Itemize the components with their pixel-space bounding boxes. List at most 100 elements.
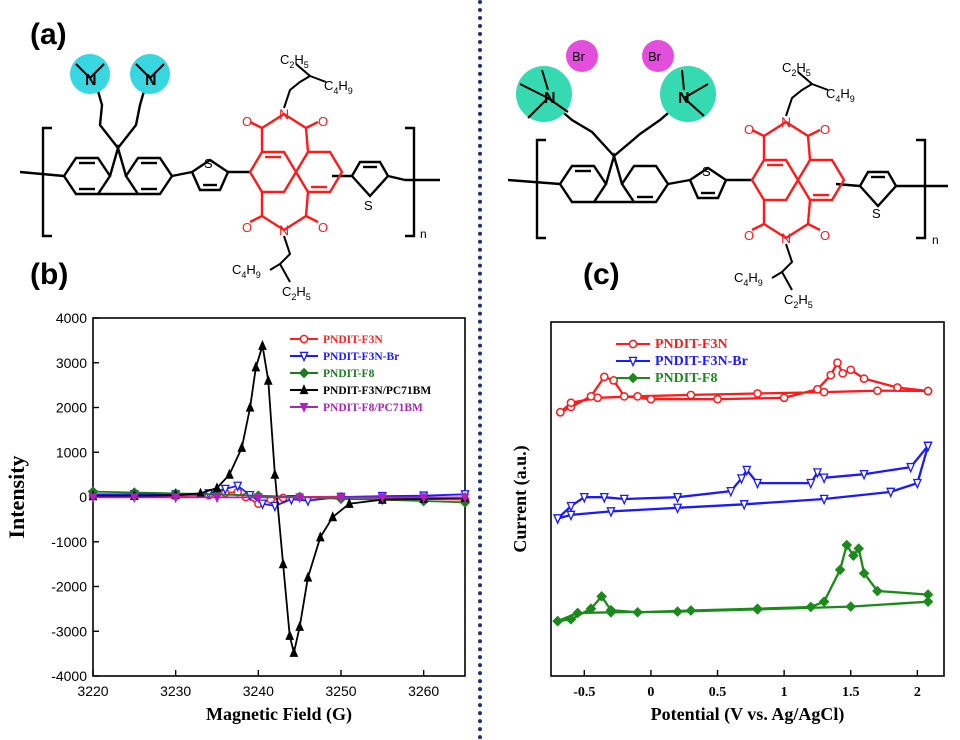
data-point <box>726 486 736 498</box>
data-point <box>579 492 589 504</box>
data-point <box>315 531 325 542</box>
y-axis-label: Intensity <box>4 455 29 538</box>
sub-bot-h-idx: 9 <box>758 278 763 288</box>
legend-label: PNDIT-F3N <box>655 337 728 352</box>
data-point <box>599 492 609 504</box>
sub-top2-h: H <box>338 78 347 93</box>
sub-top-c: C <box>782 60 791 75</box>
panel-label-a: (a) <box>30 18 67 51</box>
data-point <box>886 487 896 499</box>
svg-text:C4H9: C4H9 <box>826 86 855 104</box>
imide-n-top: N <box>279 106 289 122</box>
series-3 <box>88 339 470 657</box>
ndi-o: O <box>744 122 754 137</box>
data-point <box>237 441 247 452</box>
data-point <box>285 629 295 640</box>
x-tick-label: 3250 <box>325 683 356 699</box>
data-point <box>833 358 842 368</box>
data-point <box>739 500 749 511</box>
data-point <box>212 482 222 493</box>
sub-top-h: H <box>294 52 303 67</box>
sub-top2-h-idx: 9 <box>348 86 353 96</box>
legend-marker <box>299 334 309 344</box>
data-point <box>859 469 869 481</box>
sub-bot2-c-idx: 2 <box>793 300 798 310</box>
data-point <box>805 601 817 613</box>
data-point <box>263 374 273 385</box>
legend-label: PNDIT-F8 <box>323 368 375 380</box>
svg-text:C4H9: C4H9 <box>324 78 353 96</box>
legend-marker <box>628 339 638 349</box>
data-point <box>646 394 656 404</box>
data-point <box>819 473 829 484</box>
data-point <box>606 507 616 518</box>
sub-bot-c: C <box>232 262 241 277</box>
legend-label: PNDIT-F3N-Br <box>655 354 748 369</box>
data-point <box>834 564 846 576</box>
imide-n-bottom: N <box>279 222 289 238</box>
bromide-circle-left <box>566 40 598 72</box>
sub-top2-c-idx: 4 <box>333 86 338 96</box>
data-point <box>818 596 830 607</box>
legend-marker <box>628 356 638 368</box>
y-tick-label: -2000 <box>51 579 87 595</box>
data-point <box>845 601 857 612</box>
data-point <box>599 372 609 382</box>
ndi-o: O <box>820 228 830 243</box>
bracket-right <box>916 138 927 240</box>
sub-top-c: C <box>280 52 289 67</box>
panel-divider <box>478 0 482 740</box>
data-point <box>553 514 563 525</box>
data-point <box>270 501 280 513</box>
imide-n-bottom: N <box>781 230 791 246</box>
legend-label: PNDIT-F3N-Br <box>323 351 399 363</box>
y-tick-label: 4000 <box>56 310 87 326</box>
sub-top-h-idx: 5 <box>806 68 811 78</box>
sub-bot-h: H <box>748 270 757 285</box>
series-4 <box>88 493 470 504</box>
data-point <box>672 606 683 617</box>
data-point <box>220 484 230 496</box>
sub-bot2-h-idx: 5 <box>808 300 813 310</box>
data-point <box>566 510 576 522</box>
sub-top2-h: H <box>840 86 849 101</box>
sub-top-c-idx: 2 <box>791 68 796 78</box>
data-point <box>812 468 823 479</box>
sub-top-h-idx: 5 <box>304 60 309 70</box>
legend-marker <box>298 367 310 379</box>
legend-label: PNDIT-F3N <box>323 334 383 346</box>
panel-label-c: (c) <box>583 258 620 291</box>
x-tick-label: 1 <box>781 685 788 700</box>
legend: PNDIT-F3N PNDIT-F3N-Br PNDIT-F8 PNDIT-F3N/P… <box>290 334 431 414</box>
data-point <box>619 494 629 506</box>
y-tick-label: 3000 <box>56 355 87 371</box>
sub-bot2-h: H <box>296 284 305 299</box>
quat-circle-left <box>516 66 572 122</box>
data-point <box>619 391 629 401</box>
amine-circle-left <box>70 54 110 94</box>
structure-left: N N S S O O O O N N C2H5 C4H9 C4H9 C2H5 … <box>19 52 440 300</box>
imide-n-top: N <box>781 114 791 130</box>
data-point <box>632 606 643 618</box>
y-axis-label: Current (a.u.) <box>510 445 531 552</box>
thiophene-s-2: S <box>872 206 881 221</box>
data-point <box>752 478 763 490</box>
amine-circle-right <box>130 54 170 94</box>
cation-n-right: N <box>678 90 690 107</box>
data-point <box>906 462 916 474</box>
series-0 <box>555 358 933 417</box>
data-point <box>251 361 261 372</box>
svg-text:C4H9: C4H9 <box>734 270 763 288</box>
data-point <box>555 407 565 417</box>
data-point <box>685 605 697 616</box>
data-point <box>572 607 583 619</box>
data-point <box>672 503 683 515</box>
legend-label: PNDIT-F8/PC71BM <box>323 402 423 414</box>
repeat-n-left: n <box>420 227 427 241</box>
data-point <box>923 386 933 396</box>
data-point <box>596 591 607 602</box>
data-point <box>873 386 882 396</box>
x-tick-label: 1.5 <box>842 685 860 700</box>
chart-cv: -0.5 0 0.5 1 1.5 2 Potential (V vs. Ag/AgCl) Cu… <box>510 321 945 725</box>
data-point <box>633 391 642 401</box>
